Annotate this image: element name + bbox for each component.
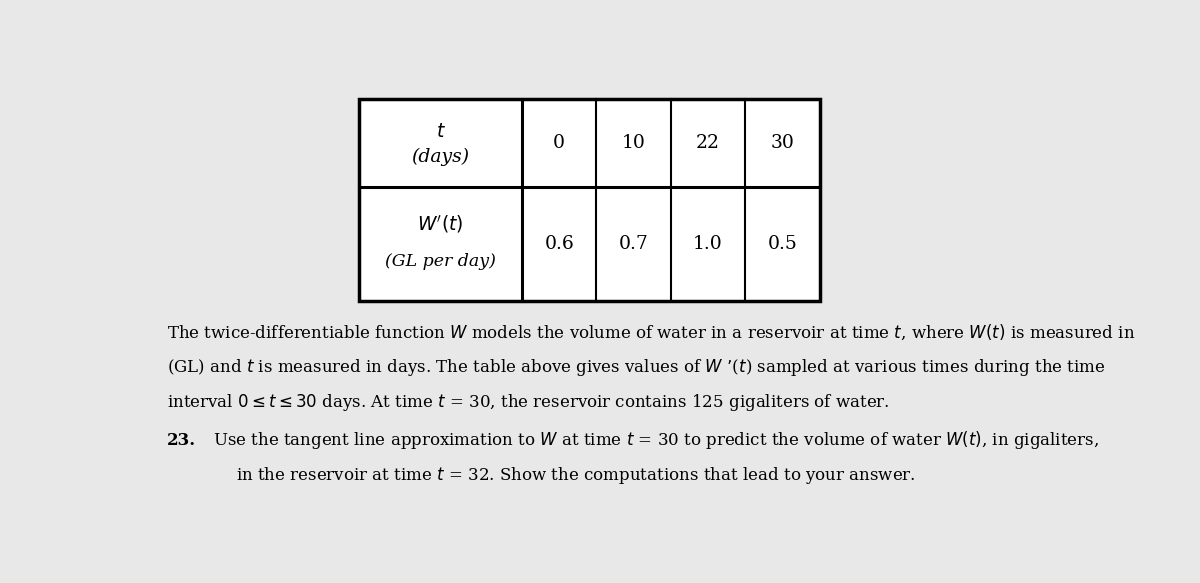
Text: $W'(t)$: $W'(t)$ [418, 213, 463, 235]
Text: 30: 30 [770, 134, 794, 152]
Text: 0: 0 [553, 134, 565, 152]
Text: The twice-differentiable function $W$ models the volume of water in a reservoir : The twice-differentiable function $W$ mo… [167, 323, 1135, 342]
Text: (GL) and $t$ is measured in days. The table above gives values of $W$ ’($t$) sam: (GL) and $t$ is measured in days. The ta… [167, 357, 1105, 378]
Text: 23.: 23. [167, 432, 196, 449]
Text: interval $0 \leq t \leq 30$ days. At time $t$ = 30, the reservoir contains 125 g: interval $0 \leq t \leq 30$ days. At tim… [167, 392, 889, 413]
Text: 0.6: 0.6 [545, 235, 574, 253]
Text: 1.0: 1.0 [694, 235, 722, 253]
Text: 0.7: 0.7 [619, 235, 648, 253]
Text: 10: 10 [622, 134, 646, 152]
Text: in the reservoir at time $t$ = 32. Show the computations that lead to your answe: in the reservoir at time $t$ = 32. Show … [236, 465, 916, 486]
Text: Use the tangent line approximation to $W$ at time $t$ = 30 to predict the volume: Use the tangent line approximation to $W… [214, 429, 1099, 451]
Text: (GL per day): (GL per day) [385, 254, 496, 271]
Bar [359, 99, 820, 301]
Text: $t$: $t$ [436, 122, 445, 141]
Text: 22: 22 [696, 134, 720, 152]
Text: 0.5: 0.5 [768, 235, 797, 253]
Text: (days): (days) [412, 147, 469, 166]
